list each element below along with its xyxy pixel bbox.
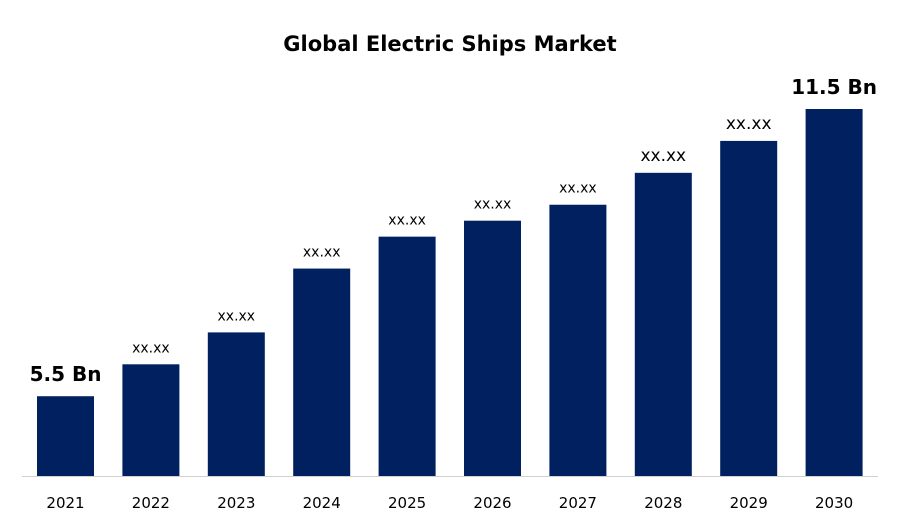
data-label: xx.xx xyxy=(132,340,170,356)
x-tick-label: 2023 xyxy=(217,494,255,512)
bar-2030 xyxy=(805,109,863,476)
bar-2029 xyxy=(720,140,778,477)
data-label: xx.xx xyxy=(726,114,772,134)
data-label: xx.xx xyxy=(474,197,512,213)
data-label: xx.xx xyxy=(640,146,686,166)
x-tick-label: 2028 xyxy=(644,494,682,512)
x-tick-label: 2021 xyxy=(46,494,84,512)
x-tick-label: 2024 xyxy=(303,494,341,512)
data-label: xx.xx xyxy=(218,308,256,324)
chart-title: Global Electric Ships Market xyxy=(283,32,616,56)
x-tick-label: 2022 xyxy=(132,494,170,512)
data-label: xx.xx xyxy=(559,181,597,197)
bar-2026 xyxy=(464,220,521,476)
x-tick-label: 2027 xyxy=(559,494,597,512)
x-tick-label: 2029 xyxy=(730,494,768,512)
bar-2023 xyxy=(207,332,265,476)
bar-2027 xyxy=(549,204,607,476)
data-label: 5.5 Bn xyxy=(30,362,102,386)
bar-2024 xyxy=(293,268,351,476)
data-label: xx.xx xyxy=(388,213,426,229)
bar-2025 xyxy=(378,236,436,476)
bar-2021 xyxy=(37,396,94,476)
bar-2022 xyxy=(122,364,180,476)
data-label: xx.xx xyxy=(303,245,341,261)
data-label: 11.5 Bn xyxy=(791,75,877,99)
bar-2028 xyxy=(634,172,692,476)
x-tick-label: 2026 xyxy=(473,494,511,512)
x-tick-label: 2030 xyxy=(815,494,853,512)
x-tick-label: 2025 xyxy=(388,494,426,512)
